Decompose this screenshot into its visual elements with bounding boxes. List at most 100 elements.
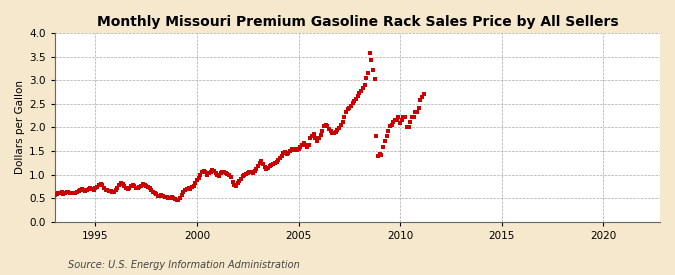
Point xyxy=(263,166,273,170)
Point xyxy=(225,175,236,179)
Point xyxy=(396,118,407,122)
Point xyxy=(320,122,331,127)
Point xyxy=(406,115,417,119)
Point xyxy=(109,190,119,194)
Point xyxy=(156,193,167,197)
Point xyxy=(163,196,173,200)
Point xyxy=(285,149,296,153)
Point xyxy=(244,169,255,174)
Point xyxy=(227,179,238,184)
Point xyxy=(402,125,412,130)
Point xyxy=(330,130,341,134)
Point xyxy=(278,151,289,155)
Point xyxy=(349,99,360,103)
Point xyxy=(134,185,145,189)
Point xyxy=(302,145,313,149)
Point xyxy=(207,167,217,172)
Point xyxy=(131,186,142,190)
Point xyxy=(217,169,227,174)
Y-axis label: Dollars per Gallon: Dollars per Gallon xyxy=(15,80,25,174)
Point xyxy=(323,127,334,131)
Point xyxy=(346,103,356,108)
Point xyxy=(195,172,206,177)
Point xyxy=(368,68,379,72)
Point xyxy=(66,191,77,196)
Text: Source: U.S. Energy Information Administration: Source: U.S. Energy Information Administ… xyxy=(68,260,299,270)
Point xyxy=(115,181,126,185)
Point xyxy=(141,184,152,188)
Point xyxy=(333,126,344,130)
Point xyxy=(112,186,123,190)
Point xyxy=(210,170,221,175)
Point xyxy=(383,129,394,133)
Point xyxy=(234,179,244,183)
Point xyxy=(229,183,240,187)
Title: Monthly Missouri Premium Gasoline Rack Sales Price by All Sellers: Monthly Missouri Premium Gasoline Rack S… xyxy=(97,15,618,29)
Point xyxy=(375,152,385,156)
Point xyxy=(288,148,299,152)
Point xyxy=(275,156,286,160)
Point xyxy=(296,143,307,147)
Point xyxy=(362,71,373,75)
Point xyxy=(171,198,182,203)
Point xyxy=(335,123,346,128)
Point xyxy=(93,183,104,187)
Point xyxy=(373,153,383,158)
Point xyxy=(185,186,196,191)
Point xyxy=(86,186,97,191)
Point xyxy=(149,191,160,196)
Point xyxy=(97,183,107,187)
Point xyxy=(102,188,113,192)
Point xyxy=(230,184,241,188)
Point xyxy=(295,145,306,149)
Point xyxy=(49,192,60,197)
Point xyxy=(340,110,351,114)
Point xyxy=(110,188,121,192)
Point xyxy=(148,190,159,195)
Point xyxy=(155,194,165,198)
Point xyxy=(82,188,92,192)
Point xyxy=(344,105,354,110)
Point xyxy=(379,138,390,143)
Point xyxy=(258,162,269,166)
Point xyxy=(107,190,117,195)
Point xyxy=(158,194,169,198)
Point xyxy=(76,186,87,191)
Point xyxy=(242,170,253,175)
Point xyxy=(99,186,109,190)
Point xyxy=(327,131,338,135)
Point xyxy=(176,193,187,197)
Point xyxy=(232,181,243,185)
Point xyxy=(276,153,287,158)
Point xyxy=(366,58,377,62)
Point xyxy=(332,128,343,132)
Point xyxy=(129,184,140,188)
Point xyxy=(128,183,138,187)
Point xyxy=(188,184,199,188)
Point xyxy=(281,152,292,156)
Point xyxy=(113,183,124,187)
Point xyxy=(388,119,399,124)
Point xyxy=(352,94,363,98)
Point xyxy=(283,151,294,155)
Point xyxy=(203,171,214,175)
Point xyxy=(124,186,135,190)
Point xyxy=(317,129,327,133)
Point xyxy=(306,134,317,138)
Point xyxy=(72,190,82,195)
Point xyxy=(61,190,72,195)
Point xyxy=(51,192,62,196)
Point xyxy=(308,132,319,137)
Point xyxy=(219,170,230,174)
Point xyxy=(310,136,321,140)
Point xyxy=(303,143,314,147)
Point xyxy=(279,150,290,154)
Point xyxy=(190,181,200,185)
Point xyxy=(215,170,226,175)
Point xyxy=(205,169,216,174)
Point xyxy=(350,97,361,101)
Point xyxy=(200,169,211,174)
Point xyxy=(410,110,421,114)
Point xyxy=(403,125,414,130)
Point xyxy=(359,83,370,87)
